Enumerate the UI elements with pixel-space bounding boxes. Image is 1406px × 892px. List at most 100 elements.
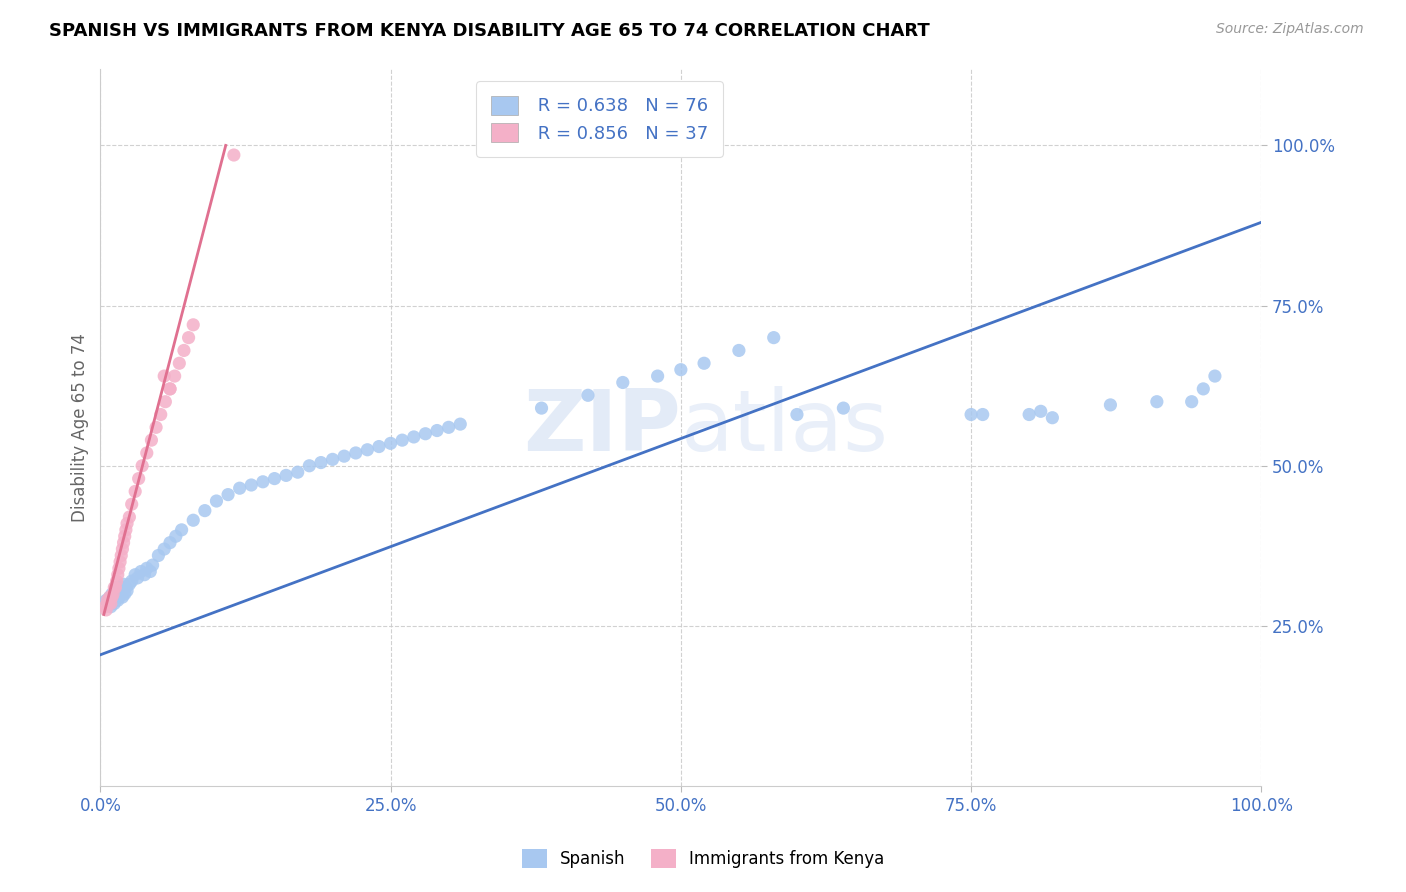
Point bbox=[115, 523, 138, 537]
Point bbox=[141, 433, 163, 447]
Point bbox=[194, 503, 217, 517]
Point bbox=[309, 456, 332, 470]
Point bbox=[128, 472, 150, 486]
Point bbox=[669, 362, 692, 376]
Y-axis label: Disability Age 65 to 74: Disability Age 65 to 74 bbox=[72, 333, 89, 522]
Point bbox=[98, 590, 121, 604]
Point bbox=[100, 597, 122, 611]
Point bbox=[97, 597, 120, 611]
Point bbox=[129, 565, 152, 579]
Point bbox=[972, 408, 994, 422]
Point bbox=[105, 583, 128, 598]
Point bbox=[263, 472, 285, 486]
Point bbox=[112, 535, 135, 549]
Point bbox=[240, 478, 263, 492]
Point bbox=[647, 369, 669, 384]
Point bbox=[96, 593, 118, 607]
Point bbox=[103, 581, 125, 595]
Point bbox=[98, 590, 121, 604]
Point bbox=[612, 376, 634, 390]
Point bbox=[728, 343, 751, 358]
Point bbox=[112, 577, 135, 591]
Point bbox=[333, 449, 356, 463]
Point bbox=[1181, 394, 1204, 409]
Point bbox=[131, 458, 153, 473]
Point bbox=[135, 446, 157, 460]
Point bbox=[94, 599, 117, 614]
Point bbox=[1018, 408, 1040, 422]
Legend: Spanish, Immigrants from Kenya: Spanish, Immigrants from Kenya bbox=[515, 843, 891, 875]
Point bbox=[181, 513, 204, 527]
Point bbox=[121, 574, 143, 588]
Point bbox=[110, 549, 132, 563]
Point bbox=[426, 424, 449, 438]
Point bbox=[145, 420, 167, 434]
Point bbox=[960, 408, 983, 422]
Point bbox=[110, 581, 132, 595]
Point bbox=[169, 356, 191, 370]
Point bbox=[101, 590, 124, 604]
Point bbox=[118, 577, 141, 591]
Point bbox=[205, 494, 228, 508]
Point bbox=[114, 529, 136, 543]
Point bbox=[1204, 369, 1226, 384]
Point bbox=[104, 581, 127, 595]
Point bbox=[103, 597, 125, 611]
Point bbox=[437, 420, 460, 434]
Point bbox=[135, 561, 157, 575]
Point bbox=[344, 446, 367, 460]
Point bbox=[1146, 394, 1168, 409]
Text: atlas: atlas bbox=[681, 386, 889, 469]
Point bbox=[693, 356, 716, 370]
Point bbox=[142, 558, 165, 573]
Point bbox=[97, 597, 120, 611]
Point bbox=[402, 430, 425, 444]
Point bbox=[121, 497, 143, 511]
Point bbox=[173, 343, 195, 358]
Point bbox=[576, 388, 599, 402]
Point bbox=[177, 331, 200, 345]
Point bbox=[107, 593, 129, 607]
Point bbox=[786, 408, 808, 422]
Point bbox=[101, 590, 124, 604]
Point bbox=[159, 382, 181, 396]
Point bbox=[165, 529, 187, 543]
Point bbox=[356, 442, 378, 457]
Point bbox=[108, 587, 131, 601]
Point bbox=[114, 587, 136, 601]
Point bbox=[217, 487, 239, 501]
Point bbox=[159, 382, 181, 396]
Point bbox=[181, 318, 204, 332]
Point bbox=[118, 510, 141, 524]
Point bbox=[108, 590, 131, 604]
Point bbox=[155, 394, 177, 409]
Point bbox=[101, 587, 124, 601]
Point bbox=[104, 581, 127, 595]
Point bbox=[163, 369, 186, 384]
Point bbox=[148, 549, 170, 563]
Point bbox=[111, 590, 134, 604]
Point bbox=[124, 567, 146, 582]
Point bbox=[170, 523, 193, 537]
Point bbox=[449, 417, 471, 431]
Point bbox=[153, 542, 176, 557]
Point bbox=[1029, 404, 1052, 418]
Point bbox=[105, 574, 128, 588]
Point bbox=[380, 436, 402, 450]
Point bbox=[1192, 382, 1215, 396]
Legend:  R = 0.638   N = 76,  R = 0.856   N = 37: R = 0.638 N = 76, R = 0.856 N = 37 bbox=[477, 81, 723, 157]
Point bbox=[762, 331, 785, 345]
Point bbox=[252, 475, 274, 489]
Point bbox=[287, 465, 309, 479]
Point bbox=[139, 565, 162, 579]
Point bbox=[391, 433, 413, 447]
Point bbox=[101, 587, 124, 601]
Point bbox=[322, 452, 344, 467]
Point bbox=[1040, 410, 1063, 425]
Point bbox=[832, 401, 855, 416]
Point bbox=[96, 593, 118, 607]
Point bbox=[127, 571, 149, 585]
Point bbox=[153, 369, 176, 384]
Text: SPANISH VS IMMIGRANTS FROM KENYA DISABILITY AGE 65 TO 74 CORRELATION CHART: SPANISH VS IMMIGRANTS FROM KENYA DISABIL… bbox=[49, 22, 929, 40]
Point bbox=[115, 583, 138, 598]
